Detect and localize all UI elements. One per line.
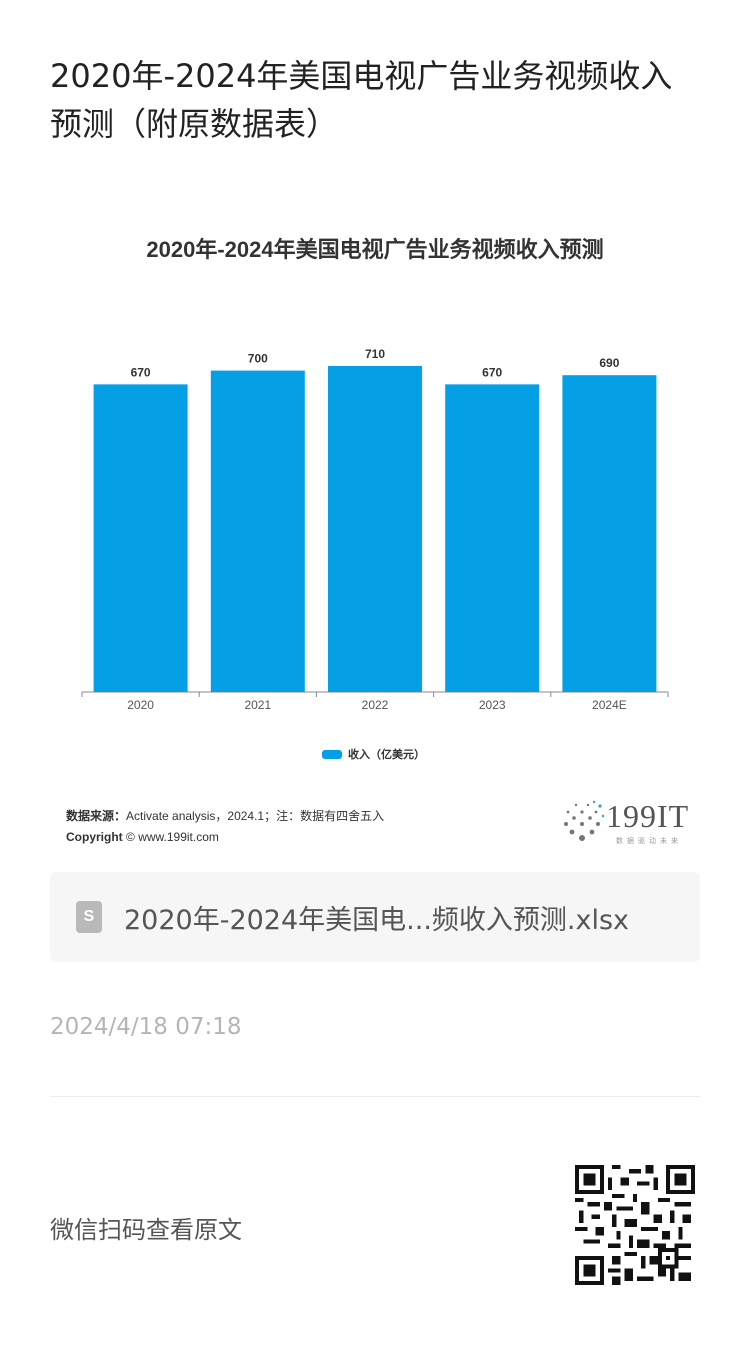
source-note: 数据来源：Activate analysis，2024.1；注：数据有四舍五入 … (66, 806, 384, 848)
bar-2021 (210, 370, 305, 692)
copyright-text: © www.199it.com (126, 830, 219, 844)
logo-brand: 199IT (606, 798, 690, 834)
chart-image: 2020年-2024年美国电视广告业务视频收入预测 670 2020 700 2021… (50, 210, 700, 860)
publish-timestamp: 2024/4/18 07:18 (50, 1014, 242, 1040)
page-title: 2020年-2024年美国电视广告业务视频收入预测（附原数据表） (50, 57, 673, 143)
logo-mark-icon (564, 800, 605, 841)
data-label-2023: 670 (482, 365, 502, 379)
copyright-label: Copyright (66, 830, 123, 844)
data-label-2021: 700 (248, 352, 268, 366)
source-text: Activate analysis，2024.1；注：数据有四舍五入 (126, 809, 385, 823)
data-label-2022: 710 (365, 347, 385, 361)
x-tick-label-2022: 2022 (362, 698, 389, 712)
read-original-text: 微信扫码查看原文 (50, 1216, 242, 1244)
bar-2020 (93, 384, 188, 692)
legend-swatch (322, 749, 342, 759)
attachment-file-name: 2020年-2024年美国电...频收入预测.xlsx (124, 904, 630, 936)
logo-tagline: 数据驱动未来 (616, 837, 682, 845)
attachment-card[interactable]: S 2020年-2024年美国电...频收入预测.xlsx (50, 872, 700, 962)
qr-code-icon[interactable] (575, 1165, 695, 1285)
chart-title: 2020年-2024年美国电视广告业务视频收入预测 (146, 237, 604, 262)
x-tick-label-2023: 2023 (479, 698, 506, 712)
bar-2024E (562, 375, 657, 692)
legend-label: 收入（亿美元） (348, 748, 425, 761)
x-tick-label-2021: 2021 (244, 698, 271, 712)
brand-logo: 199IT 数据驱动未来 (560, 798, 700, 846)
source-label: 数据来源： (66, 809, 127, 823)
data-label-2024E: 690 (599, 356, 619, 370)
bar-2023 (445, 384, 540, 692)
data-label-2020: 670 (131, 365, 151, 379)
spreadsheet-file-icon: S (76, 901, 102, 933)
x-tick-label-2020: 2020 (127, 698, 154, 712)
bar-chart: 670 2020 700 2021 710 2022 670 2023 690 2024E (81, 347, 669, 712)
divider (50, 1096, 700, 1097)
bar-2022 (328, 366, 422, 692)
x-tick-label-2024E: 2024E (592, 698, 627, 712)
chart-legend: 收入（亿美元） (322, 746, 425, 762)
